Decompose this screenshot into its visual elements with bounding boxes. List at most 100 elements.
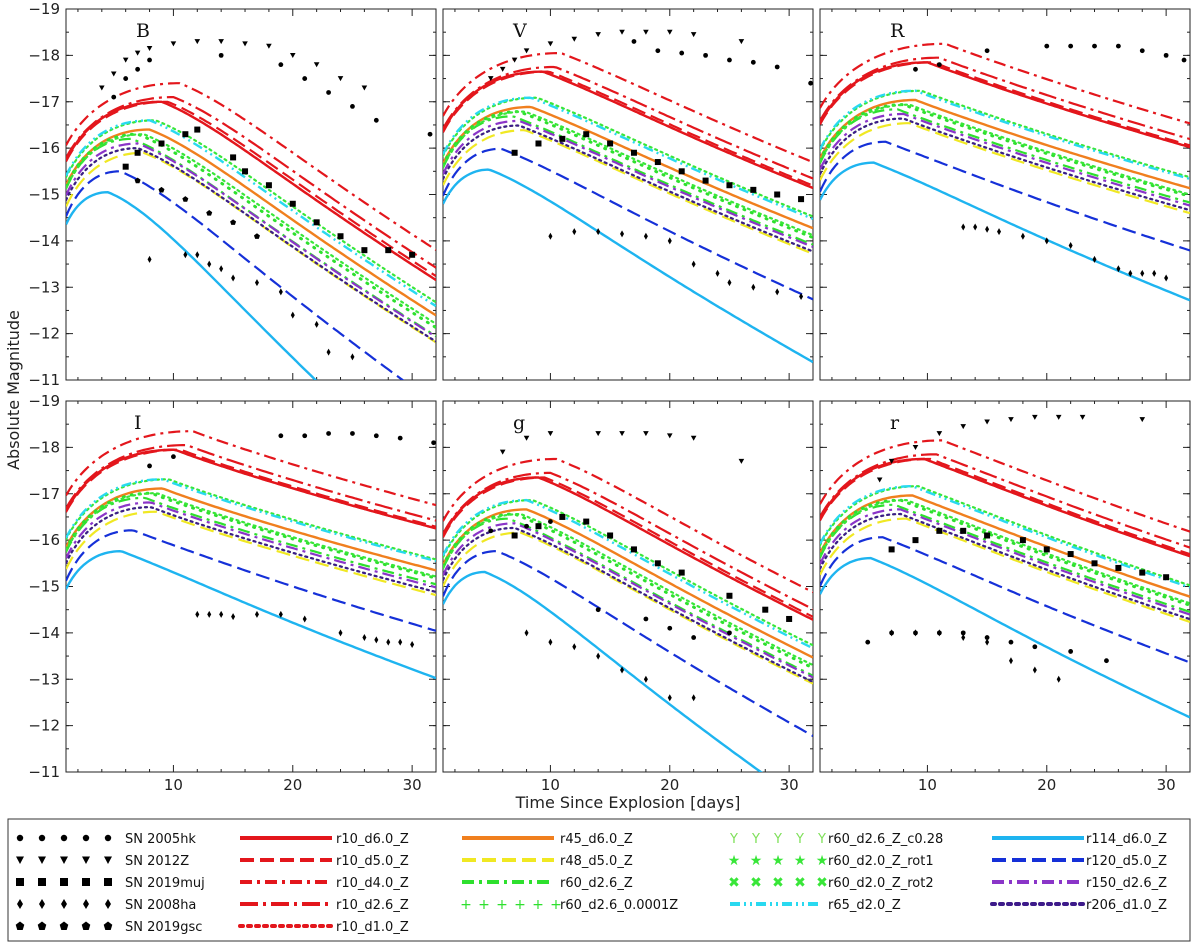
obs-point-SN-2019muj bbox=[1115, 564, 1122, 571]
model-curve-r120_d5.0_Z bbox=[66, 170, 405, 380]
obs-point-SN-2019muj bbox=[337, 233, 344, 240]
legend-line-r60_d2.0_Z_rot2: ✖ bbox=[816, 875, 828, 891]
obs-point-SN-2012Z bbox=[595, 431, 601, 437]
legend-marker-SN-2008ha bbox=[83, 899, 89, 909]
obs-point-SN-2019muj bbox=[630, 546, 637, 553]
legend-marker-SN-2005hk bbox=[60, 834, 68, 842]
legend-marker-SN-2005hk bbox=[38, 834, 46, 842]
obs-point-SN-2008ha bbox=[643, 232, 648, 240]
obs-point-SN-2005hk bbox=[326, 431, 331, 436]
obs-point-SN-2005hk bbox=[865, 639, 871, 645]
model-curve-r48_d5.0_Z bbox=[820, 122, 1190, 215]
model-curve-r114_d6.0_Z bbox=[820, 161, 1190, 302]
obs-point-SN-2019muj bbox=[1019, 537, 1026, 544]
obs-point-SN-2019muj bbox=[559, 513, 566, 520]
legend-marker-SN-2019muj bbox=[38, 878, 46, 886]
model-curve-r10_d1.0_Z bbox=[66, 448, 436, 530]
model-curve-r48_d5.0_Z bbox=[443, 531, 813, 685]
obs-point-SN-2008ha bbox=[715, 269, 720, 277]
legend-marker-SN-2005hk bbox=[104, 834, 112, 842]
obs-point-SN-2005hk bbox=[1163, 52, 1169, 58]
observations bbox=[488, 431, 793, 702]
legend-label-r114_d6.0_Z: r114_d6.0_Z bbox=[1086, 832, 1167, 847]
legend-label-r10_d4.0_Z: r10_d4.0_Z bbox=[336, 876, 409, 891]
legend-label-r10_d1.0_Z: r10_d1.0_Z bbox=[336, 920, 409, 935]
model-curve-r45_d6.0_Z bbox=[820, 494, 1190, 598]
legend-marker-SN-2019gsc bbox=[59, 921, 69, 930]
obs-point-SN-2008ha bbox=[620, 230, 625, 238]
obs-point-SN-2005hk bbox=[643, 616, 649, 622]
band-label: R bbox=[890, 20, 905, 42]
y-tick-label: −12 bbox=[28, 325, 60, 343]
obs-point-SN-2012Z bbox=[361, 85, 368, 91]
model-curve-r60_d2.0_Z_rot2 bbox=[66, 492, 436, 578]
obs-point-SN-2005hk bbox=[278, 433, 284, 439]
obs-point-SN-2019muj bbox=[654, 159, 661, 166]
obs-point-SN-2012Z bbox=[738, 39, 745, 45]
legend-line-r60_d2.6_Z_c0.28: Y bbox=[729, 832, 738, 847]
model-curve-r10_d2.6_Z bbox=[820, 453, 1190, 549]
legend-line-r60_d2.6_Z_c0.28: Y bbox=[751, 832, 760, 847]
x-tick-label: 10 bbox=[918, 776, 937, 794]
x-tick-label: 30 bbox=[403, 776, 422, 794]
obs-point-SN-2019muj bbox=[1139, 569, 1146, 576]
obs-point-SN-2012Z bbox=[1032, 414, 1038, 420]
legend-marker-SN-2012Z bbox=[82, 856, 90, 864]
obs-point-SN-2005hk bbox=[774, 64, 780, 70]
model-curve-r60_d2.6_Z bbox=[820, 108, 1190, 204]
model-curve-r48_d5.0_Z bbox=[443, 129, 813, 255]
y-tick-label: −19 bbox=[28, 392, 60, 410]
obs-point-SN-2005hk bbox=[595, 607, 601, 613]
legend-marker-SN-2012Z bbox=[104, 856, 112, 864]
model-curve-r114_d6.0_Z bbox=[66, 190, 318, 380]
panels-layer: −19−18−17−16−15−14−13−12−11B V R−19−18−17−… bbox=[28, 0, 1191, 794]
obs-point-SN-2019muj bbox=[888, 546, 895, 553]
legend: SN 2005hk SN 2012Z SN 2019muj SN 2008ha SN 2… bbox=[7, 818, 1191, 942]
obs-point-SN-2005hk bbox=[750, 59, 756, 65]
obs-point-SN-2005hk bbox=[302, 433, 308, 439]
obs-point-SN-2008ha bbox=[667, 237, 672, 245]
model-curve-r150_d2.6_Z bbox=[820, 112, 1190, 207]
observations bbox=[147, 431, 436, 648]
legend-line-r60_d2.6_Z_c0.28: Y bbox=[773, 832, 782, 847]
obs-point-SN-2008ha bbox=[350, 353, 355, 361]
obs-point-SN-2019muj bbox=[984, 532, 991, 539]
obs-point-SN-2019muj bbox=[726, 182, 733, 189]
legend-line-r60_d2.6_0.0001Z: + bbox=[514, 897, 526, 913]
model-curves bbox=[443, 52, 813, 364]
obs-point-SN-2012Z bbox=[289, 52, 296, 58]
y-axis-title: Absolute Magnitude bbox=[4, 310, 23, 470]
obs-point-SN-2008ha bbox=[195, 251, 200, 259]
obs-point-SN-2012Z bbox=[643, 431, 649, 437]
obs-point-SN-2005hk bbox=[984, 48, 990, 54]
obs-point-SN-2005hk bbox=[1092, 43, 1097, 49]
obs-point-SN-2019muj bbox=[289, 200, 296, 207]
obs-point-SN-2008ha bbox=[278, 288, 283, 296]
obs-point-SN-2019gsc bbox=[206, 210, 213, 216]
obs-point-SN-2019muj bbox=[1163, 574, 1170, 581]
y-tick-label: −18 bbox=[28, 438, 60, 456]
legend-label-r10_d2.6_Z: r10_d2.6_Z bbox=[336, 898, 409, 913]
observations bbox=[99, 39, 433, 361]
y-tick-label: −16 bbox=[28, 531, 60, 549]
model-curve-r10_d4.0_Z bbox=[443, 52, 813, 164]
obs-point-SN-2008ha bbox=[548, 638, 553, 646]
legend-line-r60_d2.6_Z_c0.28: Y bbox=[795, 832, 804, 847]
obs-point-SN-2019muj bbox=[385, 247, 392, 254]
obs-point-SN-2012Z bbox=[619, 29, 625, 35]
model-curve-r10_d2.6_Z bbox=[443, 471, 813, 611]
model-curve-r48_d5.0_Z bbox=[820, 517, 1190, 623]
legend-label-SN-2012Z: SN 2012Z bbox=[125, 854, 189, 869]
model-curve-r206_d1.0_Z bbox=[443, 124, 813, 253]
y-tick-label: −15 bbox=[28, 186, 60, 204]
obs-point-SN-2005hk bbox=[1115, 43, 1121, 49]
obs-point-SN-2005hk bbox=[936, 62, 942, 68]
obs-point-SN-2005hk bbox=[631, 39, 637, 44]
obs-point-SN-2008ha bbox=[374, 636, 379, 644]
obs-point-SN-2012Z bbox=[547, 431, 554, 437]
model-curve-r150_d2.6_Z bbox=[66, 501, 436, 589]
obs-point-SN-2012Z bbox=[1139, 417, 1146, 423]
x-axis-title: Time Since Explosion [days] bbox=[515, 793, 741, 812]
model-curve-r114_d6.0_Z bbox=[443, 168, 813, 364]
obs-point-SN-2008ha bbox=[278, 610, 283, 618]
